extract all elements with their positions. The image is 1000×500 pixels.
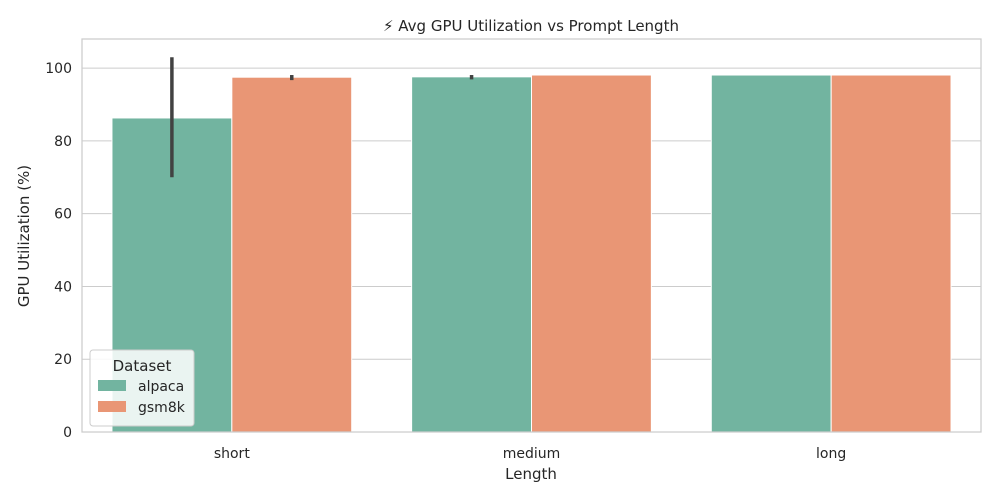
x-tick-label-medium: medium — [503, 446, 561, 462]
y-tick-label: 20 — [54, 352, 72, 368]
bar-gsm8k-long — [830, 74, 952, 433]
legend-label-alpaca: alpaca — [138, 379, 184, 395]
bar-gsm8k-short — [231, 76, 353, 433]
legend-swatch-alpaca — [98, 380, 126, 391]
x-tick-label-long: long — [816, 446, 846, 462]
y-tick-label: 80 — [54, 134, 72, 150]
x-tick-label-short: short — [214, 446, 250, 462]
y-tick-label: 60 — [54, 207, 72, 223]
legend: Dataset alpaca gsm8k — [89, 349, 195, 427]
y-tick-label: 40 — [54, 279, 72, 295]
plot-frame — [81, 38, 982, 433]
x-axis-ticks: short medium long — [214, 446, 846, 462]
bar-alpaca-medium — [411, 76, 532, 433]
bar-gsm8k-medium — [531, 74, 652, 433]
error-bars — [170, 57, 474, 178]
legend-items: alpaca gsm8k — [98, 379, 186, 416]
y-axis-label: GPU Utilization (%) — [15, 165, 33, 307]
legend-swatch-gsm8k — [98, 401, 126, 412]
bar-alpaca-long — [710, 74, 832, 433]
x-axis-label: Length — [505, 465, 557, 483]
chart-title: ⚡ Avg GPU Utilization vs Prompt Length — [383, 17, 679, 35]
y-axis-ticks: 0 20 40 60 80 100 — [45, 61, 72, 441]
y-tick-label: 0 — [63, 425, 72, 441]
y-tick-label: 100 — [45, 61, 72, 77]
legend-label-gsm8k: gsm8k — [138, 400, 186, 416]
legend-title: Dataset — [113, 357, 172, 375]
bars — [111, 74, 952, 433]
